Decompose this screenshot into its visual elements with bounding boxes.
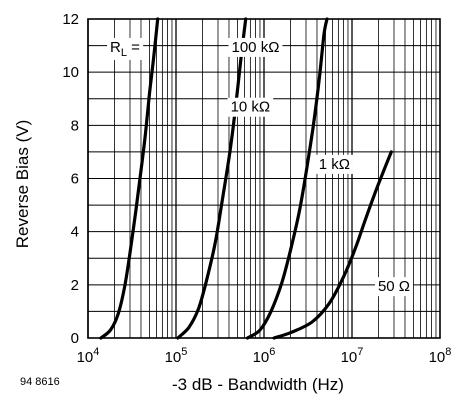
plot-frame (87, 18, 441, 339)
legend-prefix: RL = (110, 39, 140, 59)
y-tick-label: 8 (71, 117, 79, 134)
series-line (99, 17, 160, 340)
series-line (245, 17, 329, 340)
y-tick-label: 12 (62, 11, 79, 28)
series-label-background (228, 37, 283, 57)
series-label: 1 kΩ (319, 156, 350, 173)
series-label-background (315, 154, 353, 174)
legend-prefix-background (107, 37, 144, 60)
series-line (272, 150, 393, 340)
y-tick-label: 0 (71, 330, 79, 347)
series-label: 50 Ω (378, 278, 410, 295)
x-tick-label: 107 (341, 346, 364, 366)
y-tick-label: 6 (71, 171, 79, 188)
figure-id: 94 8616 (20, 376, 60, 388)
x-tick-label: 104 (77, 346, 100, 366)
series-labels: 100 kΩ 10 kΩ 1 kΩ 50 Ω RL = (107, 37, 414, 297)
series-label-background (227, 97, 274, 117)
y-tick-label: 4 (71, 224, 79, 241)
series-label: 100 kΩ (232, 39, 280, 56)
tick-labels: 0 2 4 6 8 10 12 104 105 106 107 108 (62, 11, 451, 366)
series-line (176, 17, 248, 340)
x-tick-label: 106 (253, 346, 276, 366)
plot-border (87, 18, 441, 339)
series-label: 10 kΩ (231, 99, 271, 116)
y-axis-title: Reverse Bias (V) (13, 120, 32, 248)
y-tick-label: 2 (71, 277, 79, 294)
series-label-background (374, 277, 414, 297)
x-tick-label: 105 (165, 346, 188, 366)
x-axis-title: -3 dB - Bandwidth (Hz) (172, 375, 344, 394)
y-tick-label: 10 (62, 64, 79, 81)
x-tick-label: 108 (429, 346, 452, 366)
series-layer (99, 17, 393, 340)
